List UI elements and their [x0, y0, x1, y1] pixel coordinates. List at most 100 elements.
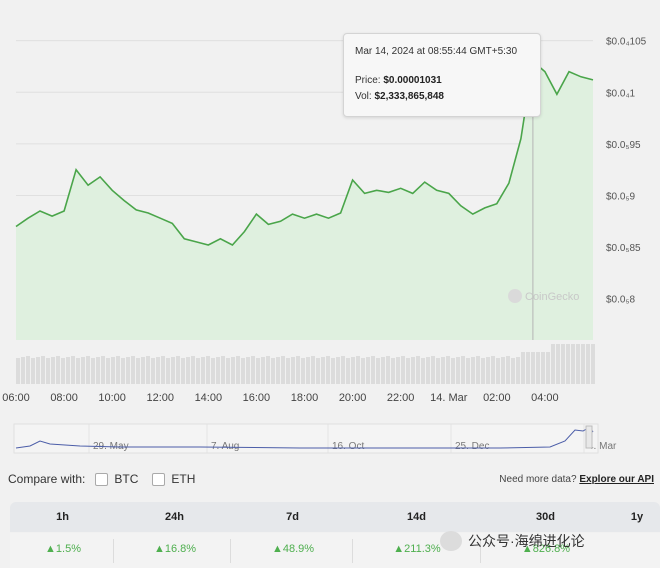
price-chart[interactable]: $0.0₄105 $0.0₄1 $0.0₅95 $0.0₅9 $0.0₅85 $0.0₅8… — [0, 0, 660, 468]
tooltip-volume-value: $2,333,865,848 — [374, 91, 444, 102]
volume-bar — [371, 356, 375, 384]
volume-bar — [71, 356, 75, 384]
volume-bar — [451, 358, 455, 384]
volume-bar — [151, 358, 155, 384]
volume-bar — [376, 358, 380, 384]
value-14d: ▲211.3% — [393, 543, 441, 555]
tooltip-date: Mar 14, 2024 at 08:55:44 GMT+5:30 — [355, 46, 518, 57]
wechat-icon — [440, 531, 462, 551]
volume-bar — [516, 357, 520, 384]
volume-bar — [351, 357, 355, 384]
value-30d: ▲826.8% — [521, 543, 571, 555]
x-tick-label: 14:00 — [195, 392, 223, 404]
cell-divider — [230, 539, 231, 563]
volume-bar — [446, 356, 450, 384]
y-tick-label: $0.0₄1 — [606, 88, 636, 99]
volume-bar — [391, 358, 395, 384]
volume-bar — [456, 357, 460, 384]
y-tick-label: $0.0₅9 — [606, 191, 635, 202]
volume-bar — [181, 358, 185, 384]
volume-bar — [396, 357, 400, 384]
price-line[interactable] — [15, 59, 594, 246]
volume-bar — [216, 357, 220, 384]
volume-bar — [476, 356, 480, 384]
volume-bar — [571, 344, 575, 384]
volume-bar — [511, 358, 515, 384]
volume-bar — [401, 356, 405, 384]
performance-value-row: ▲1.5% ▲16.8% ▲48.9% ▲211.3% ▲826.8% — [10, 533, 660, 568]
navigator-handle[interactable] — [585, 425, 593, 449]
volume-bar — [551, 344, 555, 384]
volume-bar — [381, 357, 385, 384]
volume-bar — [221, 356, 225, 384]
volume-bar — [186, 357, 190, 384]
volume-bar — [321, 357, 325, 384]
volume-bar — [211, 358, 215, 384]
coingecko-watermark: CoinGecko — [508, 289, 579, 303]
value-24h: ▲16.8% — [153, 543, 197, 555]
volume-bar — [341, 356, 345, 384]
volume-bar — [416, 356, 420, 384]
eth-option-label[interactable]: ETH — [171, 472, 196, 486]
volume-bar — [296, 356, 300, 384]
volume-bar — [506, 356, 510, 384]
volume-bar — [26, 356, 30, 384]
y-tick-label: $0.0₅8 — [606, 295, 635, 306]
btc-option-label[interactable]: BTC — [114, 472, 139, 486]
volume-bar — [66, 357, 70, 384]
volume-bar — [331, 358, 335, 384]
volume-bar — [566, 344, 570, 384]
tooltip-volume-label: Vol: — [355, 91, 372, 102]
x-tick-label: 04:00 — [531, 392, 559, 404]
volume-bar — [356, 356, 360, 384]
volume-bar — [86, 356, 90, 384]
tooltip-price-row: Price: $0.00001031 — [355, 75, 442, 86]
volume-bar — [111, 357, 115, 384]
x-tick-label: 20:00 — [339, 392, 367, 404]
header-30d: 30d — [536, 511, 555, 523]
navigator-label: 7. Aug — [211, 441, 239, 452]
tooltip-price-label: Price: — [355, 75, 381, 86]
x-tick-label: 22:00 — [387, 392, 415, 404]
volume-bar — [96, 357, 100, 384]
volume-bar — [121, 358, 125, 384]
price-area — [16, 61, 593, 341]
volume-bar — [16, 358, 20, 384]
navigator-line — [15, 426, 594, 449]
volume-bar — [276, 357, 280, 384]
volume-bar — [146, 356, 150, 384]
volume-bar — [461, 356, 465, 384]
volume-bar — [421, 358, 425, 384]
volume-bar — [556, 344, 560, 384]
volume-bar — [201, 357, 205, 384]
volume-bar — [91, 358, 95, 384]
compare-with: Compare with: BTC ETH — [8, 472, 195, 486]
x-tick-label: 10:00 — [98, 392, 126, 404]
volume-bar — [306, 357, 310, 384]
volume-bar — [591, 344, 595, 384]
volume-bar — [51, 357, 55, 384]
volume-bar — [241, 358, 245, 384]
volume-bar — [581, 344, 585, 384]
volume-bar — [81, 357, 85, 384]
header-7d: 7d — [286, 511, 299, 523]
volume-bar — [361, 358, 365, 384]
x-tick-label: 06:00 — [2, 392, 30, 404]
volume-bar — [131, 356, 135, 384]
explore-api-link[interactable]: Explore our API — [579, 474, 654, 485]
volume-bar — [501, 357, 505, 384]
x-tick-label: 08:00 — [50, 392, 78, 404]
volume-bars — [16, 344, 595, 384]
eth-checkbox[interactable] — [152, 472, 166, 486]
volume-bar — [176, 356, 180, 384]
btc-checkbox[interactable] — [95, 472, 109, 486]
volume-bar — [226, 358, 230, 384]
volume-bar — [246, 357, 250, 384]
x-tick-label: 16:00 — [243, 392, 271, 404]
volume-bar — [326, 356, 330, 384]
volume-bar — [156, 357, 160, 384]
range-navigator[interactable]: 29. May 7. Aug 16. Oct 25. Dec 4. Mar — [13, 423, 617, 454]
volume-bar — [141, 357, 145, 384]
volume-bar — [496, 358, 500, 384]
volume-bar — [236, 356, 240, 384]
